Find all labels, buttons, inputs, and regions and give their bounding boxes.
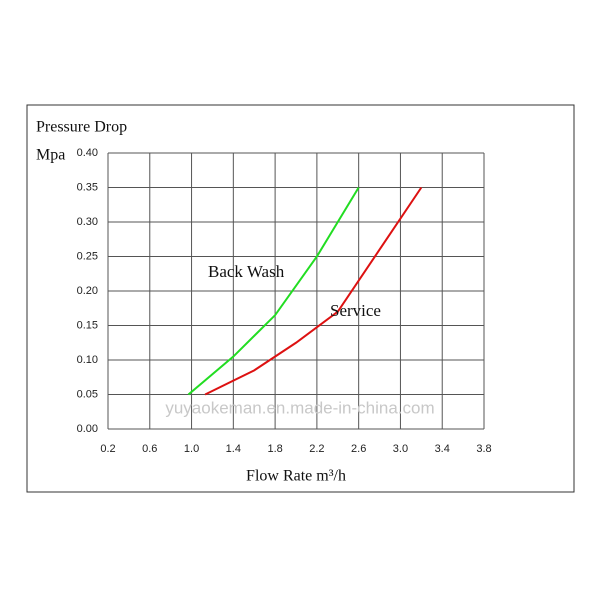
x-tick-label: 1.4	[226, 443, 241, 455]
y-tick-label: 0.35	[77, 181, 98, 193]
x-tick-label: 1.8	[267, 443, 282, 455]
y-tick-label: 0.00	[77, 423, 98, 435]
x-axis-label: Flow Rate m³/h	[246, 468, 346, 485]
watermark: yuyaokeman.en.made-in-china.com	[165, 398, 434, 417]
x-tick-label: 3.8	[476, 443, 491, 455]
x-tick-label: 0.2	[100, 443, 115, 455]
x-tick-label: 1.0	[184, 443, 199, 455]
chart-frame	[26, 104, 575, 493]
y-axis-label: Pressure Drop	[36, 119, 127, 136]
series-label: Back Wash	[208, 262, 285, 281]
x-tick-label: 0.6	[142, 443, 157, 455]
x-tick-label: 2.2	[309, 443, 324, 455]
x-tick-label: 3.0	[393, 443, 408, 455]
y-tick-label: 0.20	[77, 285, 98, 297]
x-tick-label: 2.6	[351, 443, 366, 455]
y-tick-label: 0.15	[77, 319, 98, 331]
y-tick-label: 0.05	[77, 388, 98, 400]
series-label: Service	[330, 301, 381, 320]
y-tick-label: 0.30	[77, 216, 98, 228]
y-tick-label: 0.10	[77, 354, 98, 366]
y-tick-label: 0.40	[77, 147, 98, 159]
x-tick-label: 3.4	[435, 443, 450, 455]
series-line	[204, 186, 423, 396]
y-axis-unit: Mpa	[36, 147, 65, 164]
y-tick-label: 0.25	[77, 250, 98, 262]
series-line	[187, 186, 360, 396]
